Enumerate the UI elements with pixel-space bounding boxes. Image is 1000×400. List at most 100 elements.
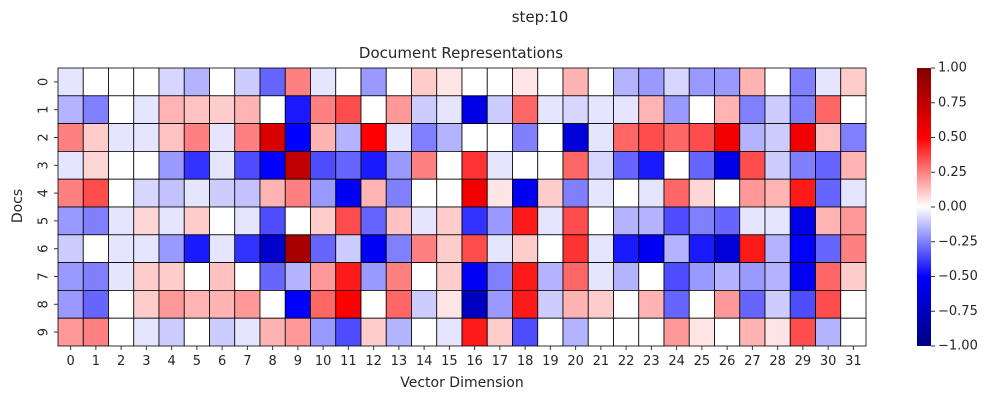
- heatmap-cell: [739, 67, 766, 97]
- heatmap-cell: [537, 289, 564, 319]
- y-tick-label: 0: [37, 78, 52, 86]
- heatmap-cell: [158, 150, 185, 180]
- heatmap-cell: [739, 262, 766, 291]
- heatmap-cell: [461, 317, 488, 347]
- heatmap-cell: [82, 289, 109, 319]
- y-tick-label: 6: [37, 245, 52, 253]
- heatmap-cell: [360, 262, 387, 291]
- heatmap-cell: [764, 317, 791, 347]
- heatmap-cell: [284, 206, 311, 236]
- heatmap-cell: [638, 150, 665, 180]
- heatmap-cell: [284, 150, 311, 180]
- heatmap-cell: [57, 95, 84, 125]
- heatmap-cell: [562, 178, 589, 208]
- heatmap-cell: [411, 123, 438, 152]
- heatmap-cell: [335, 262, 362, 291]
- heatmap-cell: [310, 178, 337, 208]
- heatmap-cell: [259, 178, 286, 208]
- heatmap-cell: [411, 67, 438, 97]
- heatmap-cell: [714, 262, 741, 291]
- x-tick-label: 19: [542, 354, 559, 369]
- heatmap-cell: [158, 123, 185, 152]
- heatmap-cell: [663, 317, 690, 347]
- heatmap-cell: [688, 262, 715, 291]
- heatmap-cell: [714, 150, 741, 180]
- heatmap-cell: [234, 123, 261, 152]
- heatmap-cell: [82, 206, 109, 236]
- heatmap-cell: [512, 206, 539, 236]
- heatmap-cell: [714, 123, 741, 152]
- heatmap-cell: [562, 95, 589, 125]
- heatmap-cell: [587, 150, 614, 180]
- heatmap-cell: [259, 123, 286, 152]
- heatmap-cell: [663, 67, 690, 97]
- heatmap-cells: [57, 67, 867, 347]
- heatmap-cell: [360, 150, 387, 180]
- heatmap-cell: [360, 317, 387, 347]
- heatmap-cell: [360, 234, 387, 264]
- heatmap-cell: [663, 262, 690, 291]
- heatmap-cell: [764, 123, 791, 152]
- heatmap-cell: [486, 67, 513, 97]
- y-tick-label: 5: [37, 217, 52, 225]
- heatmap-cell: [815, 178, 842, 208]
- heatmap-cell: [310, 67, 337, 97]
- x-tick-label: 3: [142, 354, 150, 369]
- heatmap-cell: [209, 123, 236, 152]
- heatmap-cell: [158, 178, 185, 208]
- heatmap-cell: [411, 150, 438, 180]
- heatmap-cell: [714, 67, 741, 97]
- heatmap-cell: [739, 234, 766, 264]
- heatmap-cell: [840, 95, 867, 125]
- heatmap-cell: [385, 123, 412, 152]
- heatmap-cell: [284, 262, 311, 291]
- heatmap-cell: [259, 150, 286, 180]
- heatmap-cell: [284, 317, 311, 347]
- heatmap-cell: [234, 150, 261, 180]
- heatmap-cell: [461, 178, 488, 208]
- heatmap-cell: [789, 123, 816, 152]
- heatmap-cell: [57, 206, 84, 236]
- heatmap-cell: [183, 289, 210, 319]
- heatmap-cell: [764, 206, 791, 236]
- heatmap-cell: [183, 95, 210, 125]
- heatmap-cell: [82, 234, 109, 264]
- heatmap-cell: [360, 95, 387, 125]
- heatmap-cell: [739, 206, 766, 236]
- heatmap-cell: [688, 178, 715, 208]
- heatmap-cell: [385, 206, 412, 236]
- heatmap-cell: [133, 150, 160, 180]
- heatmap-cell: [613, 178, 640, 208]
- heatmap-cell: [461, 206, 488, 236]
- heatmap-cell: [183, 206, 210, 236]
- heatmap-cell: [234, 289, 261, 319]
- heatmap-cell: [436, 317, 463, 347]
- heatmap-cell: [461, 123, 488, 152]
- heatmap-cell: [714, 317, 741, 347]
- heatmap-cell: [108, 206, 135, 236]
- heatmap-cell: [663, 95, 690, 125]
- x-tick-label: 23: [643, 354, 660, 369]
- heatmap-cell: [638, 234, 665, 264]
- heatmap-cell: [82, 178, 109, 208]
- heatmap-cell: [461, 262, 488, 291]
- heatmap-cell: [259, 289, 286, 319]
- heatmap-cell: [57, 123, 84, 152]
- heatmap-cell: [688, 67, 715, 97]
- x-tick-label: 14: [416, 354, 433, 369]
- heatmap-cell: [512, 178, 539, 208]
- heatmap-cell: [209, 95, 236, 125]
- y-tick-label: 7: [37, 272, 52, 280]
- x-tick-label: 27: [744, 354, 761, 369]
- heatmap-cell: [688, 289, 715, 319]
- heatmap-cell: [209, 317, 236, 347]
- heatmap-cell: [385, 289, 412, 319]
- x-tick-label: 12: [365, 354, 382, 369]
- heatmap-cell: [57, 317, 84, 347]
- heatmap-cell: [688, 123, 715, 152]
- colorbar-tick-label: −0.50: [938, 269, 978, 284]
- heatmap-cell: [461, 95, 488, 125]
- heatmap-cell: [158, 95, 185, 125]
- heatmap-cell: [613, 289, 640, 319]
